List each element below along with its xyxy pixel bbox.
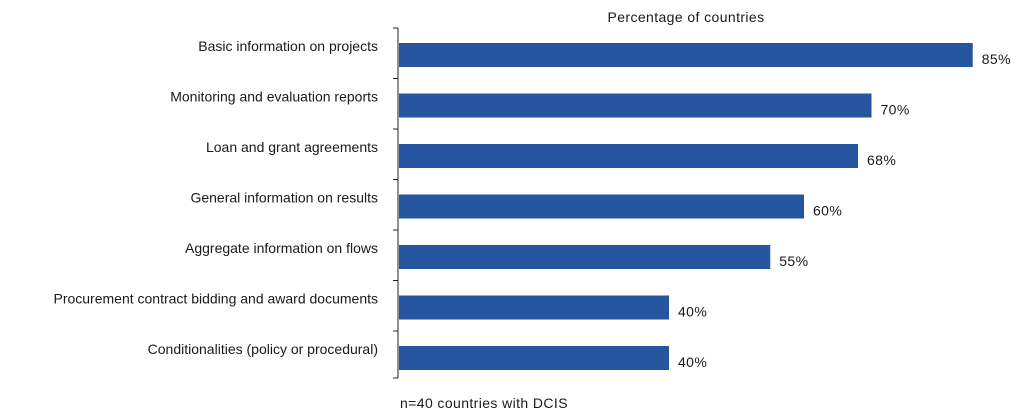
value-label-0: 85% xyxy=(982,51,1011,67)
category-label-2: Loan and grant agreements xyxy=(206,139,378,155)
category-label-0: Basic information on projects xyxy=(198,38,378,54)
category-label-1: Monitoring and evaluation reports xyxy=(170,89,378,105)
value-label-4: 55% xyxy=(779,253,808,269)
category-label-4: Aggregate information on flows xyxy=(185,240,378,256)
bar-3 xyxy=(399,195,804,219)
bar-1 xyxy=(399,94,872,118)
value-label-6: 40% xyxy=(678,354,707,370)
value-label-5: 40% xyxy=(678,304,707,320)
category-label-3: General information on results xyxy=(190,190,378,206)
category-label-6: Conditionalities (policy or procedural) xyxy=(148,341,378,357)
bar-4 xyxy=(399,245,770,269)
sample-note: n=40 countries with DCIS xyxy=(400,395,568,411)
category-labels: Basic information on projects Monitoring … xyxy=(53,38,378,357)
value-label-1: 70% xyxy=(881,102,910,118)
bar-5 xyxy=(399,296,669,320)
value-label-3: 60% xyxy=(813,203,842,219)
bar-6 xyxy=(399,346,669,370)
chart-title: Percentage of countries xyxy=(607,9,764,25)
bar-2 xyxy=(399,144,858,168)
value-label-2: 68% xyxy=(867,152,896,168)
y-axis-ticks xyxy=(393,28,398,378)
category-label-5: Procurement contract bidding and award d… xyxy=(53,291,378,307)
bars xyxy=(399,43,973,370)
bar-0 xyxy=(399,43,973,67)
